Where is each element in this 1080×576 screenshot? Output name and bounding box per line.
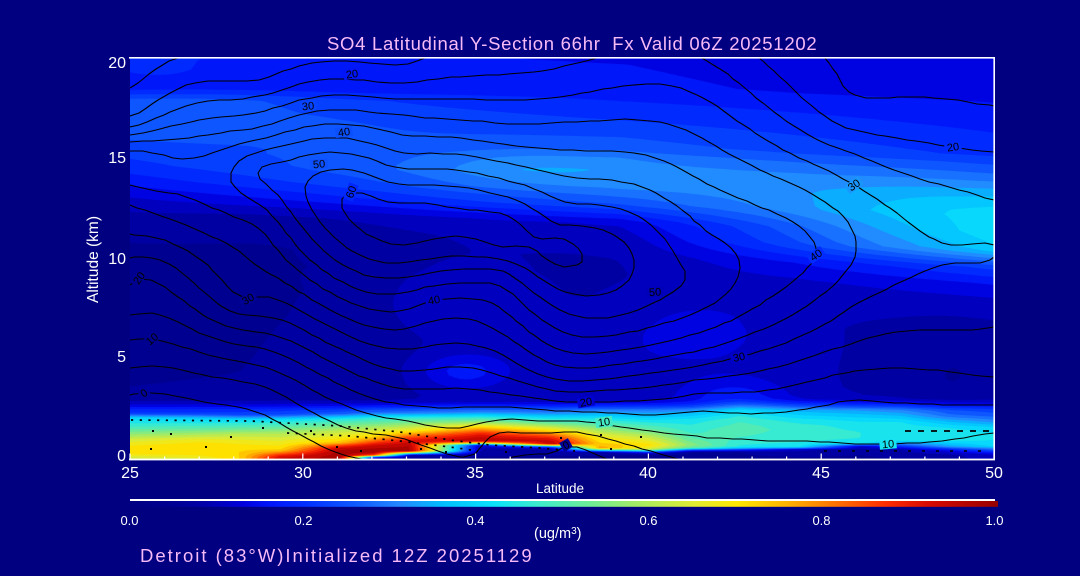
svg-text:60: 60 xyxy=(344,184,359,200)
svg-text:30: 30 xyxy=(732,351,746,365)
svg-text:30: 30 xyxy=(301,100,314,113)
svg-text:10: 10 xyxy=(597,416,611,430)
svg-text:30: 30 xyxy=(846,177,863,194)
svg-text:20: 20 xyxy=(345,68,359,82)
svg-text:0: 0 xyxy=(561,439,572,452)
svg-text:0: 0 xyxy=(139,387,151,400)
svg-text:50: 50 xyxy=(649,286,662,299)
svg-text:20: 20 xyxy=(579,396,593,410)
svg-text:20: 20 xyxy=(131,270,148,287)
svg-text:40: 40 xyxy=(337,126,351,140)
svg-text:40: 40 xyxy=(808,247,825,264)
svg-text:30: 30 xyxy=(240,291,257,308)
svg-text:50: 50 xyxy=(312,158,325,171)
svg-text:40: 40 xyxy=(427,294,441,308)
svg-text:20: 20 xyxy=(946,141,960,155)
svg-text:10: 10 xyxy=(881,438,894,451)
